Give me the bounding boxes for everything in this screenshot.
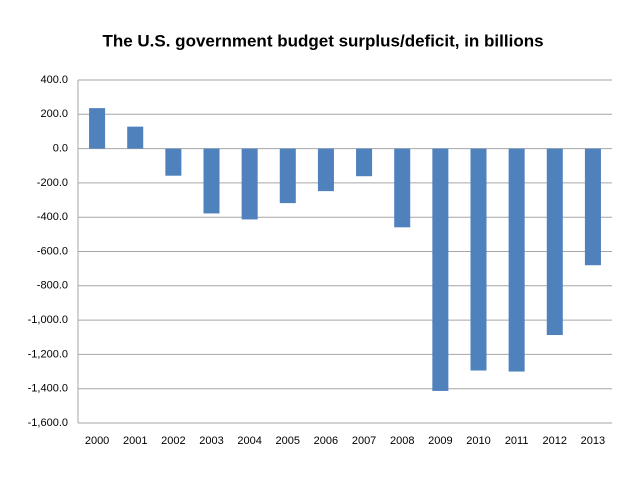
- x-tick-label: 2012: [543, 435, 567, 447]
- y-tick-label: -600.0: [37, 245, 68, 257]
- bar: [432, 148, 449, 391]
- bar: [127, 126, 144, 149]
- y-tick-label: -1,400.0: [28, 383, 68, 395]
- bar: [279, 148, 296, 204]
- bar: [584, 148, 601, 266]
- bar: [165, 148, 182, 176]
- bar: [89, 108, 106, 149]
- bar: [241, 148, 258, 220]
- y-tick-label: -200.0: [37, 177, 68, 189]
- y-tick-label: -400.0: [37, 211, 68, 223]
- y-tick-label: -1,000.0: [28, 314, 68, 326]
- y-tick-label: 200.0: [40, 108, 68, 120]
- bar: [356, 148, 373, 177]
- x-tick-label: 2007: [352, 435, 376, 447]
- y-tick-label: 400.0: [40, 74, 68, 86]
- x-tick-label: 2000: [85, 435, 109, 447]
- bar: [508, 148, 525, 372]
- y-tick-label: -1,600.0: [28, 417, 68, 429]
- x-tick-label: 2003: [199, 435, 223, 447]
- y-tick-label: -1,200.0: [28, 348, 68, 360]
- bar: [203, 148, 220, 214]
- x-tick-label: 2005: [276, 435, 300, 447]
- x-tick-label: 2011: [505, 435, 529, 447]
- x-tick-label: 2008: [390, 435, 414, 447]
- bar: [470, 148, 487, 371]
- chart-title: The U.S. government budget surplus/defic…: [102, 31, 543, 50]
- bar: [317, 148, 334, 192]
- x-tick-label: 2006: [314, 435, 338, 447]
- bar: [546, 148, 563, 336]
- x-tick-label: 2013: [581, 435, 605, 447]
- x-tick-label: 2002: [161, 435, 185, 447]
- bar: [394, 148, 411, 228]
- x-tick-label: 2009: [428, 435, 452, 447]
- x-tick-label: 2010: [466, 435, 490, 447]
- y-tick-label: 0.0: [53, 143, 68, 155]
- y-tick-label: -800.0: [37, 280, 68, 292]
- x-tick-label: 2004: [237, 435, 261, 447]
- x-tick-label: 2001: [123, 435, 147, 447]
